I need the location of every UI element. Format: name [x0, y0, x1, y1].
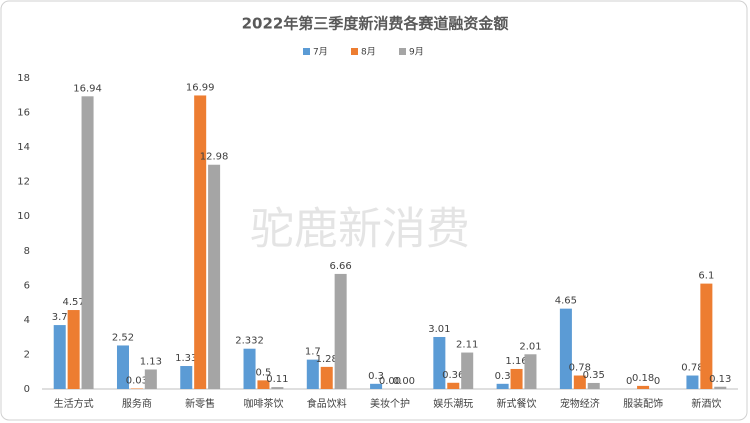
data-label: 2.11	[456, 340, 478, 351]
bar	[144, 369, 157, 389]
x-tick-label: 娱乐潮玩	[433, 397, 473, 410]
data-label: 0	[654, 376, 660, 387]
data-label: 1.13	[140, 356, 162, 367]
x-tick-label: 服装配饰	[623, 397, 663, 410]
watermark: 驼鹿新消费	[250, 204, 470, 255]
y-tick-label: 12	[17, 177, 30, 188]
bar	[180, 366, 193, 389]
bar	[194, 95, 207, 389]
bar	[67, 310, 80, 389]
data-label: 4.57	[63, 297, 85, 308]
data-label: 2.332	[235, 336, 264, 347]
bar	[510, 368, 523, 389]
data-label: 0.18	[632, 373, 654, 384]
bar	[573, 375, 586, 389]
data-label: 2.52	[112, 332, 134, 343]
bar	[306, 359, 319, 389]
data-label: 3.7	[52, 312, 68, 323]
data-label: 1.7	[305, 347, 321, 358]
legend-swatch	[351, 48, 358, 55]
data-label: 12.98	[200, 152, 229, 163]
x-tick-label: 宠物经济	[560, 397, 600, 410]
x-tick-label: 新零售	[185, 397, 215, 410]
bar	[81, 96, 94, 389]
bar	[461, 352, 474, 389]
bar	[637, 385, 650, 389]
data-label: 0.78	[681, 363, 703, 374]
data-label: 1.33	[175, 353, 197, 364]
y-tick-label: 18	[17, 73, 30, 84]
data-label: 0.00	[379, 376, 401, 387]
bar	[433, 336, 446, 389]
data-label: 1.16	[505, 356, 527, 367]
data-label: 6.66	[330, 261, 352, 272]
y-tick-label: 4	[24, 315, 30, 326]
bar	[320, 366, 333, 389]
x-tick-label: 服务商	[122, 397, 152, 410]
y-tick-label: 2	[24, 349, 30, 360]
bar	[257, 380, 270, 389]
bar	[714, 386, 727, 389]
data-label: 6.1	[698, 271, 714, 282]
legend-label: 7月	[313, 47, 328, 58]
legend-swatch	[399, 48, 406, 55]
bar	[587, 382, 600, 389]
data-label: 0	[626, 376, 632, 387]
bar	[208, 164, 221, 389]
data-label: 0.35	[583, 370, 605, 381]
bar	[271, 387, 284, 389]
bar	[334, 273, 347, 389]
y-tick-label: 10	[17, 211, 30, 222]
data-label: 2.01	[519, 341, 541, 352]
data-label: 0.3	[495, 371, 511, 382]
bar	[130, 388, 143, 389]
x-tick-label: 生活方式	[54, 397, 94, 410]
bar	[243, 348, 256, 389]
data-label: 3.01	[428, 324, 450, 335]
y-tick-label: 16	[17, 108, 30, 119]
bar	[559, 308, 572, 389]
bar	[700, 283, 713, 389]
bar	[370, 383, 383, 389]
data-label: 16.94	[73, 83, 102, 94]
x-tick-label: 新式餐饮	[497, 397, 537, 410]
data-label: 0.13	[709, 374, 731, 385]
bar	[524, 354, 537, 389]
data-label: 0.11	[266, 374, 288, 385]
bar	[116, 345, 129, 389]
bar	[686, 375, 699, 389]
data-label: 0.3	[368, 371, 384, 382]
data-label: 4.65	[555, 296, 577, 307]
y-tick-label: 8	[24, 246, 30, 257]
x-tick-label: 咖啡茶饮	[243, 397, 283, 410]
legend-label: 9月	[409, 47, 424, 58]
data-label: 16.99	[186, 82, 215, 93]
chart-title: 2022年第三季度新消费各赛道融资金额	[242, 15, 509, 33]
data-label: 1.28	[316, 354, 338, 365]
x-tick-label: 美妆个护	[370, 397, 410, 410]
data-label: 0.78	[569, 363, 591, 374]
data-label: 0.00	[393, 376, 415, 387]
data-label: 0.5	[256, 367, 272, 378]
bar	[496, 383, 509, 389]
legend-label: 8月	[361, 47, 376, 58]
x-tick-label: 食品饮料	[307, 397, 347, 410]
legend-swatch	[303, 48, 310, 55]
y-tick-label: 0	[24, 384, 30, 395]
y-tick-label: 14	[17, 142, 30, 153]
x-tick-label: 新酒饮	[691, 397, 721, 410]
bar	[447, 382, 460, 389]
y-tick-label: 6	[24, 280, 30, 291]
bar	[53, 325, 66, 389]
data-label: 0.03	[126, 375, 148, 386]
data-label: 0.36	[442, 370, 464, 381]
